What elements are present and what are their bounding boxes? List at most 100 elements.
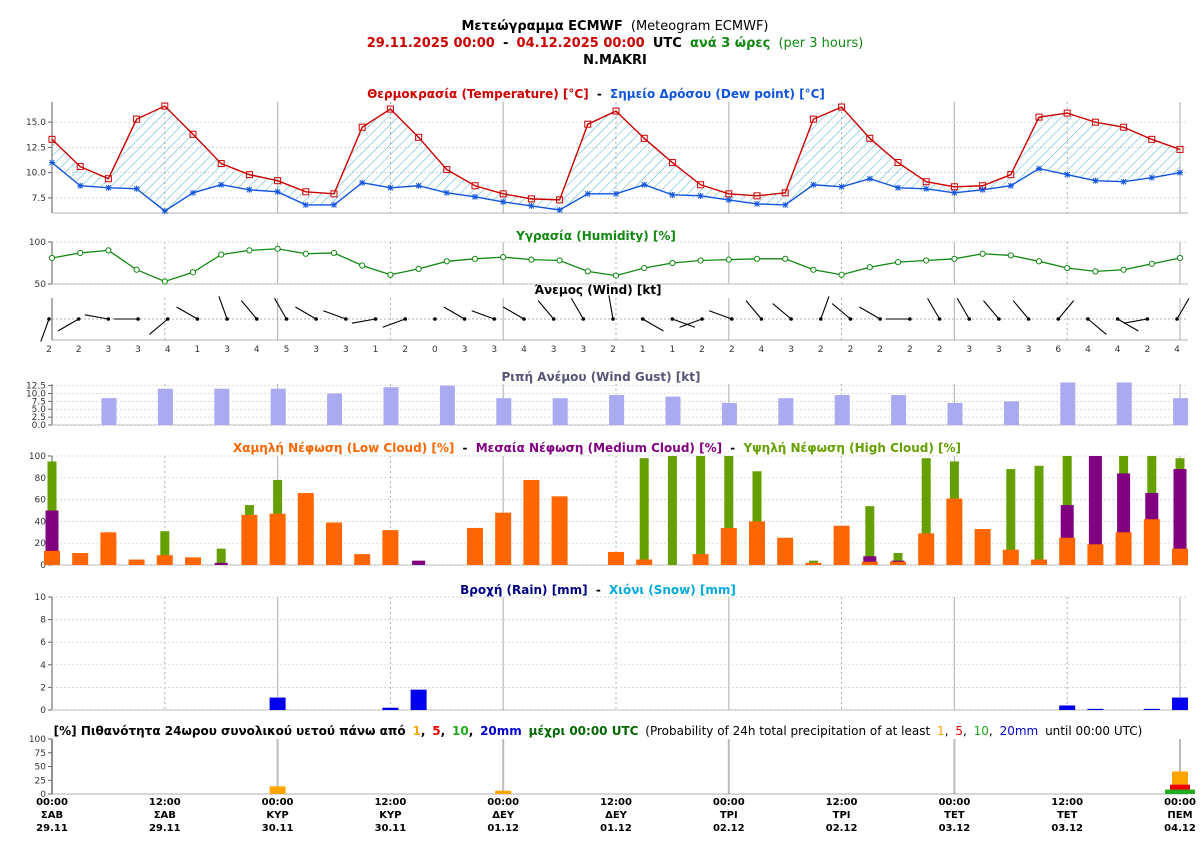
dew-marker-stroke [782, 202, 789, 208]
wind-speed-label: 3 [580, 345, 586, 355]
low-cloud-bar [1059, 537, 1076, 565]
low-cloud-bar [1115, 532, 1132, 565]
high-cloud-bar [216, 548, 226, 565]
dew-marker-stroke [1007, 182, 1014, 189]
y-tick-label: 100 [29, 452, 46, 462]
temperature-point [133, 115, 141, 123]
wind-speed-label: 3 [491, 345, 497, 355]
wind-speed-label: 2 [818, 345, 824, 355]
dew-marker-stroke [697, 192, 704, 199]
humidity-point [48, 254, 56, 262]
y-tick-label: 7.5 [32, 397, 46, 407]
dew-marker-stroke [161, 208, 168, 214]
low-cloud-bar [777, 537, 794, 565]
y-tick-label: 50 [35, 280, 47, 290]
x-label-time: 12:00 [826, 797, 858, 808]
x-label-day: ΚΥΡ [379, 810, 401, 821]
humidity-point [105, 247, 112, 254]
dew-point-point [669, 191, 676, 198]
humidity-point [923, 257, 930, 264]
y-tick-label: 15.0 [26, 118, 46, 128]
dew-point-point [133, 185, 140, 192]
rain-panel-title: Βροχή (Rain) [mm] - Χιόνι (Snow) [mm] [460, 583, 736, 597]
dew-point-point [895, 184, 901, 191]
x-label-date: 30.11 [262, 823, 294, 834]
dew-point-point [923, 185, 930, 192]
dew-marker-stroke [472, 194, 478, 200]
temperature-layer [48, 102, 1184, 214]
gust-bar [891, 395, 907, 425]
humidity-point [77, 249, 84, 257]
dew-marker-stroke [1120, 178, 1127, 185]
wind-speed-label: 2 [907, 345, 913, 355]
wind-barb [956, 297, 970, 320]
low-cloud-bar [946, 498, 963, 565]
low-cloud-bar [1143, 519, 1160, 565]
y-tick-label: 6 [40, 638, 46, 648]
dew-point-point [218, 181, 225, 188]
humidity-point [443, 258, 450, 265]
temperature-point [584, 120, 592, 128]
wind-speed-label: 2 [610, 345, 616, 355]
temperature-point [894, 159, 902, 167]
low-cloud-bar [1002, 549, 1019, 565]
gust-bar [552, 398, 568, 425]
wind-panel-title: Άνεμος (Wind) [kt] [534, 283, 661, 297]
temperature-point [471, 182, 479, 190]
high-cloud-bar [160, 531, 170, 565]
x-label-date: 29.11 [149, 823, 181, 834]
humidity-point [641, 264, 648, 272]
x-label-time: 00:00 [713, 797, 745, 808]
gust-bar [101, 398, 117, 425]
low-cloud-bar [1087, 544, 1104, 565]
wind-barb [708, 310, 732, 320]
wind-speed-label: 3 [966, 345, 972, 355]
humidity-layer [48, 245, 1184, 285]
high-cloud-bar [865, 506, 875, 565]
wind-barb [443, 306, 465, 320]
wind-barb [84, 314, 109, 320]
wind-speed-label: 4 [1085, 345, 1091, 355]
humidity-panel-title: Υγρασία (Humidity) [%] [515, 229, 676, 243]
gust-bar [947, 402, 963, 425]
gust-bar [665, 396, 681, 425]
x-label-day: ΠΕΜ [1167, 810, 1192, 821]
wind-speed-label: 3 [462, 345, 468, 355]
gust-bar [214, 388, 230, 425]
wind-barb [382, 318, 406, 328]
wind-barb [570, 297, 584, 320]
wind-barb [240, 300, 258, 320]
wind-speed-label: 3 [996, 345, 1002, 355]
low-cloud-bar [523, 479, 540, 565]
medium-cloud-bar [1173, 469, 1187, 565]
low-cloud-bar [156, 555, 173, 565]
x-axis-labels: 00:00 ΣΑΒ 29.11 12:00 ΣΑΒ 29.11 00:00 ΚΥΡ 30.11 1… [36, 797, 1196, 834]
y-tick-label: 100 [29, 238, 46, 248]
wind-barb [471, 310, 495, 320]
temperature-point [386, 105, 394, 113]
rain-bar [1172, 697, 1188, 710]
temperature-point [725, 190, 733, 198]
temperature-point [1148, 135, 1156, 143]
humidity-point [979, 250, 986, 257]
y-tick-label: 0 [40, 706, 46, 716]
low-cloud-bar [72, 553, 89, 565]
probability-bar [1165, 789, 1195, 794]
low-cloud-bar [918, 533, 935, 565]
dew-point-point [274, 188, 281, 195]
y-tick-label: 10.0 [26, 169, 46, 179]
temperature-point [330, 190, 338, 198]
high-cloud-bar [1006, 469, 1016, 565]
dew-point-point [866, 175, 873, 182]
temperature-point [1007, 171, 1015, 179]
wind-speed-label: 2 [1144, 345, 1150, 355]
y-tick-label: 0 [40, 561, 46, 571]
y-tick-label: 7.5 [32, 194, 46, 204]
temperature-point [189, 130, 197, 138]
medium-cloud-bar [1088, 456, 1102, 565]
humidity-point [838, 271, 845, 278]
high-cloud-bar [696, 456, 706, 565]
dew-point-point [49, 159, 55, 166]
humidity-point [584, 268, 591, 275]
x-label-time: 00:00 [1164, 797, 1196, 808]
